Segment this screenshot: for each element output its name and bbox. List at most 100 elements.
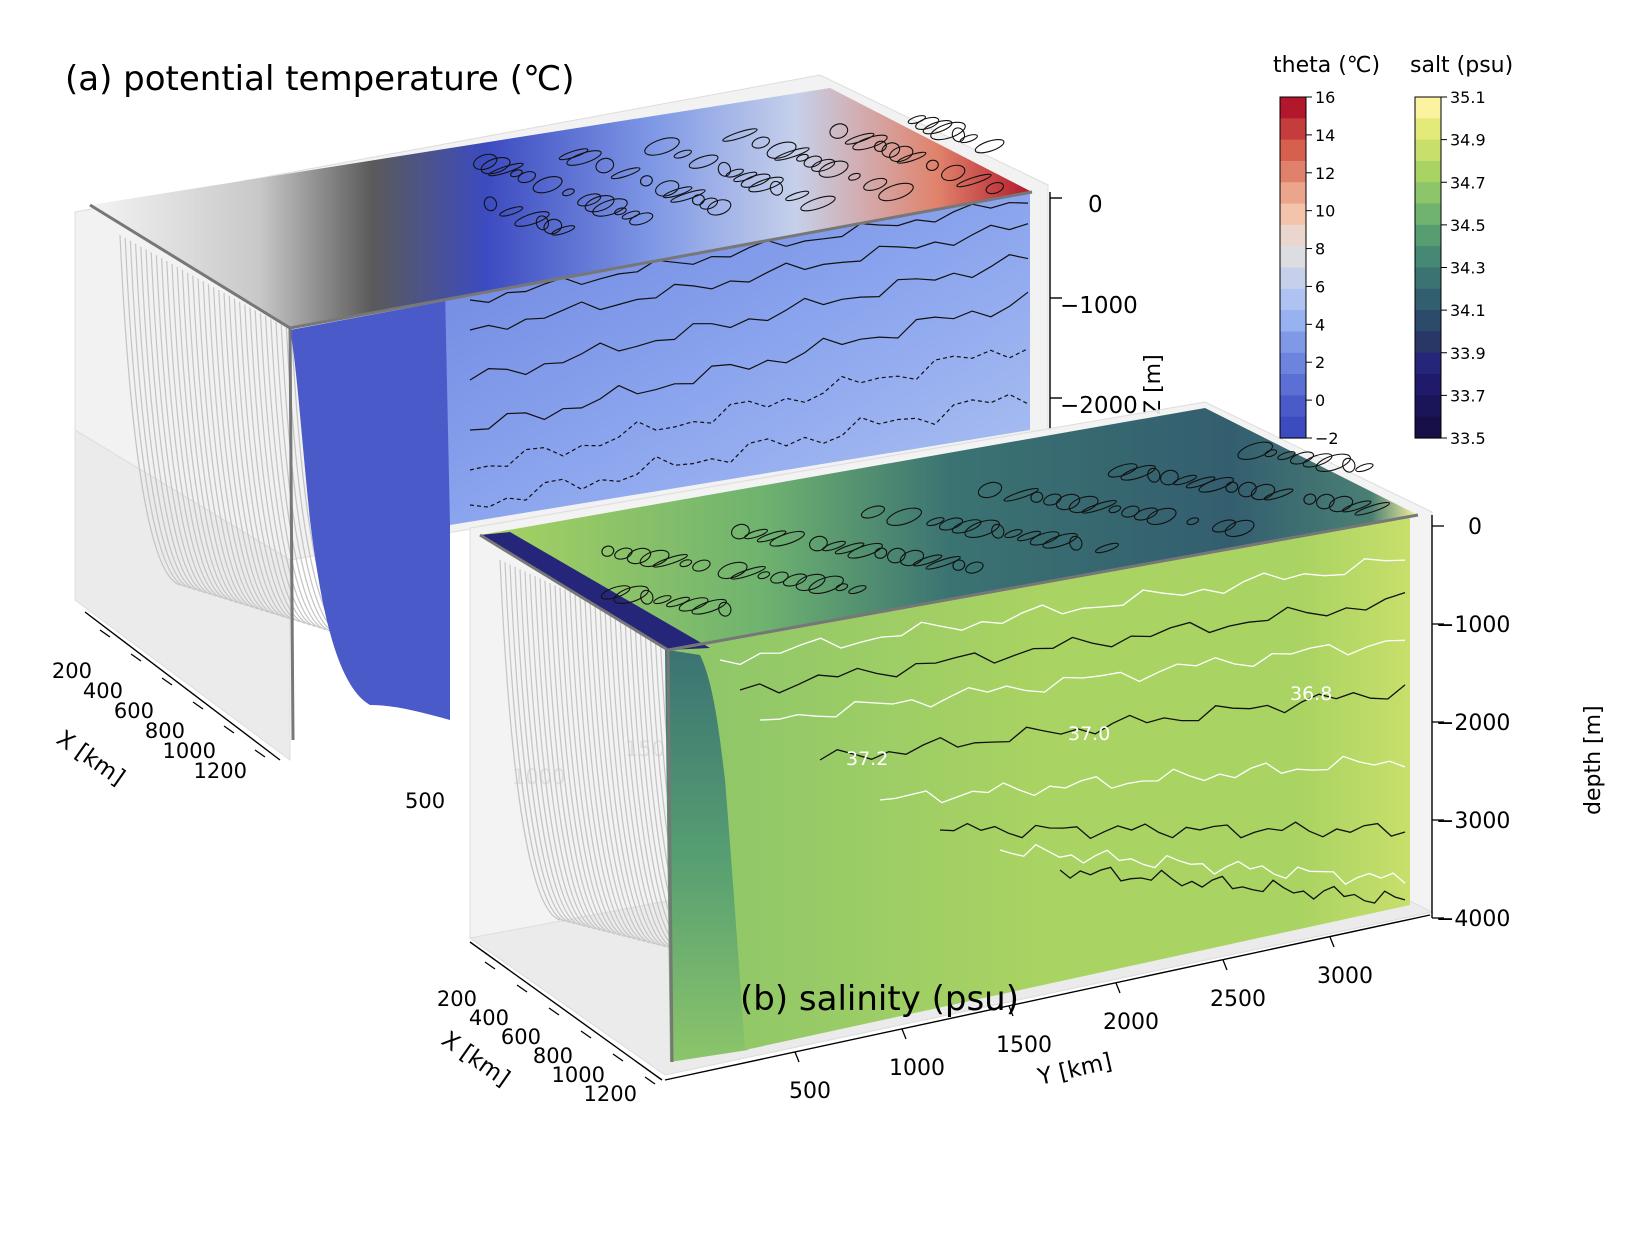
bathymetry-line — [584, 599, 646, 943]
salt-tick-label: 33.5 — [1450, 429, 1486, 448]
salinity-contour — [739, 591, 1406, 694]
surface-eddy — [860, 505, 886, 519]
temperature-contour — [469, 348, 1029, 471]
panel-b-y-tick: 500 — [789, 1079, 831, 1104]
surface-eddy — [551, 225, 576, 236]
colorbar-salt-bar — [1414, 96, 1442, 439]
surface-eddy — [925, 159, 939, 171]
surface-eddy — [640, 589, 654, 605]
panel-b-z-ticks: 0 −1000 −2000 −3000 −4000 — [1432, 515, 1510, 932]
surface-eddy — [510, 169, 523, 178]
panel-b-x-tick-mark — [580, 1030, 592, 1039]
surface-eddy — [488, 162, 524, 177]
theta-swatch — [1280, 267, 1306, 290]
surface-eddy — [1225, 481, 1239, 493]
panel-b-x-tick-mark — [484, 961, 496, 970]
surface-eddy — [835, 583, 849, 592]
salt-swatch — [1415, 97, 1441, 119]
surface-eddy — [665, 596, 691, 608]
surface-eddy — [483, 196, 498, 212]
salt-swatch — [1415, 118, 1441, 141]
surface-eddy — [829, 123, 849, 139]
theta-swatch — [1280, 352, 1306, 375]
surface-eddy — [1316, 493, 1335, 510]
bathymetry-line — [150, 252, 212, 596]
salt-swatch — [1415, 224, 1441, 247]
bathymetry-line — [213, 287, 274, 615]
bathymetry-line — [499, 559, 561, 921]
surface-eddy — [691, 194, 705, 206]
surface-eddy — [1224, 519, 1255, 538]
salt-swatch — [1415, 267, 1441, 290]
surface-eddy — [991, 523, 1005, 539]
bathymetry-line — [129, 240, 191, 589]
bathymetry-line — [259, 313, 321, 629]
panel-a-z-tick-2000: −2000 — [1060, 393, 1138, 419]
bathymetry-line — [509, 564, 571, 924]
surface-eddy — [941, 164, 966, 182]
bathymetry-line — [218, 290, 279, 616]
surface-eddy — [613, 585, 650, 605]
surface-eddy — [1043, 493, 1062, 506]
panel-b-y-tick: 2500 — [1210, 987, 1266, 1012]
panel-b-z-tick: 0 — [1468, 515, 1482, 540]
theta-tick-label: 2 — [1315, 353, 1325, 372]
bathymetry-line — [534, 576, 596, 930]
panel-a-x-tick-mark — [99, 629, 111, 638]
panel-a-surface-eddies — [473, 115, 1005, 236]
bathymetry-line — [609, 610, 671, 949]
surface-eddy — [751, 136, 771, 149]
theta-swatch — [1280, 97, 1306, 119]
panel-a-floor-pane — [74, 429, 291, 761]
panel-b-z-tick: −2000 — [1436, 711, 1510, 736]
surface-eddy — [1121, 505, 1140, 518]
bathymetry-line — [207, 284, 269, 613]
panel-a-x-tick: 1000 — [163, 739, 216, 763]
surface-eddy — [601, 545, 615, 557]
surface-eddy — [499, 206, 524, 217]
surface-eddy — [964, 519, 1001, 539]
panel-a-x-axis-line — [84, 611, 281, 761]
surface-eddy — [847, 542, 883, 559]
panel-b-y-tick-mark — [1115, 982, 1121, 994]
panel-b-y-tick: 3000 — [1317, 964, 1373, 989]
salt-swatch — [1415, 246, 1441, 269]
surface-eddy — [743, 528, 769, 540]
theta-tick-label: 14 — [1315, 126, 1335, 145]
bathymetry-line — [161, 258, 222, 599]
surface-eddy — [592, 198, 628, 217]
bathymetry-line — [171, 263, 233, 602]
bathymetry-line — [549, 582, 611, 934]
bathymetry-line — [524, 571, 586, 927]
bathymetry-line — [124, 237, 186, 588]
surface-eddy — [1094, 542, 1120, 554]
panel-b-corner-edge — [666, 649, 674, 1063]
bathymetry-line — [579, 596, 641, 941]
bathymetry-line — [519, 569, 581, 926]
panel-b-y-tick-mark — [1329, 936, 1335, 948]
theta-swatch — [1280, 374, 1306, 396]
surface-eddy — [655, 180, 680, 197]
surface-eddy — [718, 601, 732, 617]
surface-eddy — [915, 116, 940, 130]
panel-b-x-tick: 200 — [437, 987, 477, 1011]
bathymetry-line — [554, 585, 616, 935]
surface-eddy — [863, 177, 888, 191]
surface-eddy — [887, 547, 906, 564]
salt-tick-label: 34.1 — [1450, 301, 1486, 320]
panel-b-x-axis-line — [469, 941, 663, 1081]
surface-eddy — [785, 190, 810, 202]
surface-eddy — [1030, 491, 1044, 503]
theta-swatch — [1280, 395, 1306, 418]
surface-eddy — [562, 188, 575, 197]
surface-eddy — [626, 547, 652, 565]
surface-eddy — [722, 128, 758, 142]
panel-b-title: (b) salinity (psu) — [740, 979, 1019, 1019]
panel-a-x-tick-mark — [223, 725, 235, 734]
theta-swatch — [1280, 139, 1306, 162]
surface-eddy — [688, 154, 719, 169]
panel-a-x-tick: 600 — [114, 699, 154, 723]
